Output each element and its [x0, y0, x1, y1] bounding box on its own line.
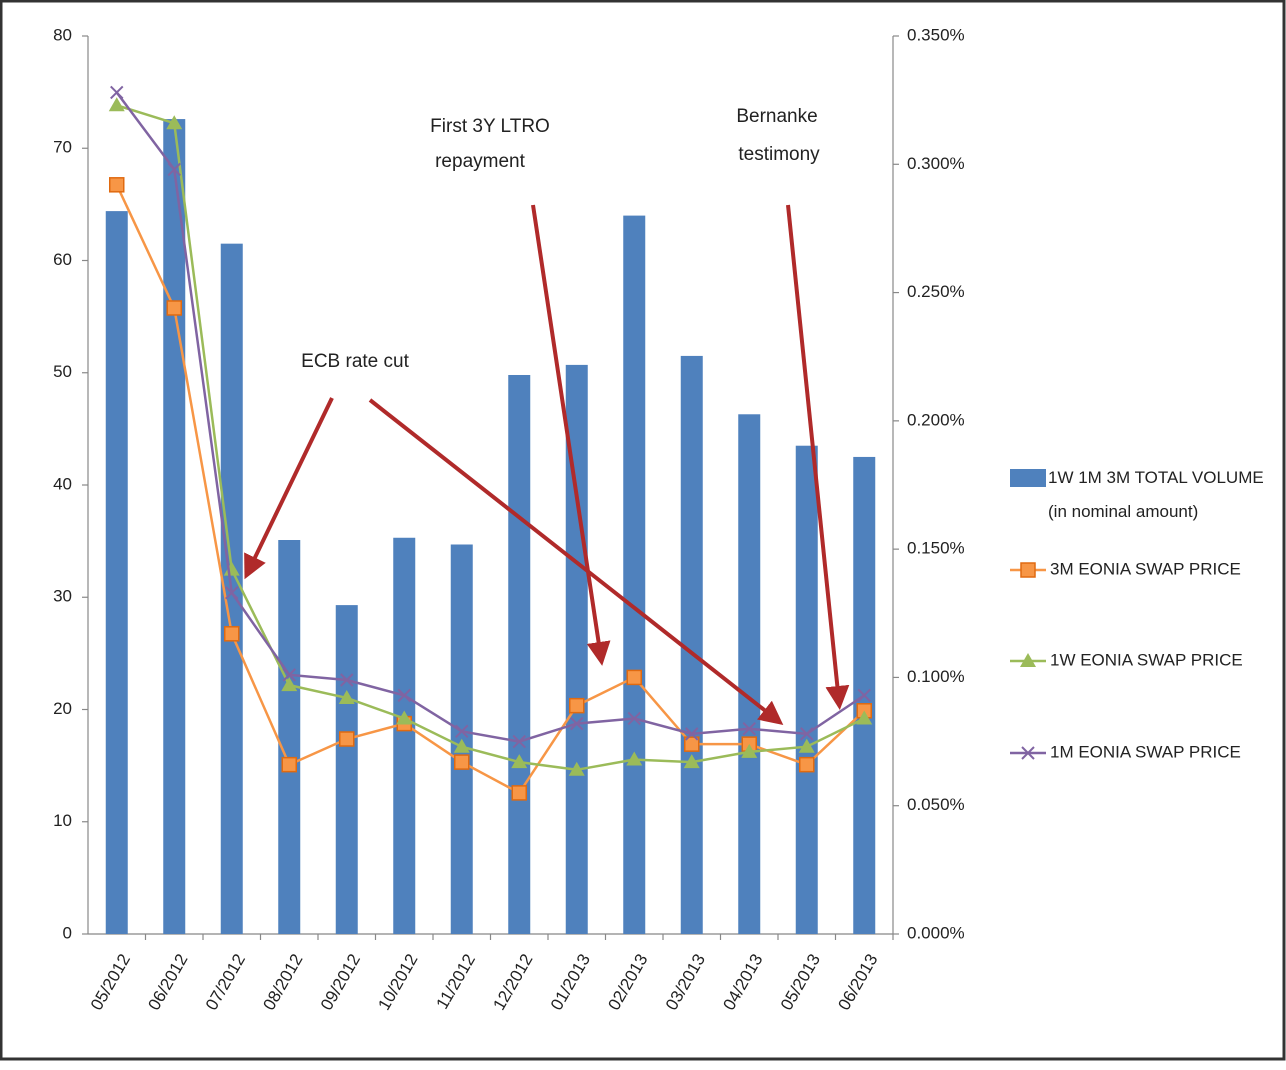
- marker: [225, 627, 239, 641]
- y-tick-label: 60: [53, 250, 72, 269]
- bar: [508, 375, 530, 934]
- y2-tick-label: 0.100%: [907, 667, 965, 686]
- bar: [796, 446, 818, 934]
- y-tick-label: 0: [63, 923, 72, 942]
- y-tick-label: 10: [53, 811, 72, 830]
- marker: [627, 670, 641, 684]
- legend-label: 1W EONIA SWAP PRICE: [1050, 650, 1243, 669]
- y-tick-label: 70: [53, 138, 72, 157]
- marker: [570, 699, 584, 713]
- y2-tick-label: 0.000%: [907, 923, 965, 942]
- bar: [738, 414, 760, 934]
- legend-swatch: [1010, 469, 1046, 487]
- marker: [110, 178, 124, 192]
- y-tick-label: 40: [53, 474, 72, 493]
- page: {"chart_data": {"type": "bar", "categori…: [0, 0, 1286, 1065]
- y2-tick-label: 0.150%: [907, 539, 965, 558]
- legend-label: 3M EONIA SWAP PRICE: [1050, 559, 1241, 578]
- y2-tick-label: 0.350%: [907, 25, 965, 44]
- chart: ECB rate cut First 3Y LTRO repayment Ber…: [0, 0, 1286, 1065]
- y-tick-label: 30: [53, 587, 72, 606]
- bar: [393, 538, 415, 934]
- annotation: ECB rate cut: [301, 351, 409, 372]
- annotation: Bernanke: [736, 106, 817, 127]
- bar: [106, 211, 128, 934]
- marker: [282, 758, 296, 772]
- marker: [167, 301, 181, 315]
- bar: [278, 540, 300, 934]
- bar: [623, 216, 645, 934]
- bar: [163, 119, 185, 934]
- y2-tick-label: 0.300%: [907, 154, 965, 173]
- y-tick-label: 80: [53, 25, 72, 44]
- y2-tick-label: 0.200%: [907, 410, 965, 429]
- marker: [1021, 563, 1035, 577]
- y2-tick-label: 0.250%: [907, 282, 965, 301]
- marker: [340, 732, 354, 746]
- y2-tick-label: 0.050%: [907, 795, 965, 814]
- legend-label: 1W 1M 3M TOTAL VOLUME (in nominal amount…: [1048, 461, 1284, 529]
- y-tick-label: 50: [53, 362, 72, 381]
- annotation: First 3Y LTRO: [430, 116, 550, 137]
- annotation: testimony: [738, 144, 820, 165]
- legend-label-box: 1W 1M 3M TOTAL VOLUME (in nominal amount…: [1048, 461, 1284, 531]
- marker: [800, 758, 814, 772]
- legend-label: 1M EONIA SWAP PRICE: [1050, 742, 1241, 761]
- annotation: repayment: [435, 151, 525, 172]
- marker: [455, 755, 469, 769]
- bar: [336, 605, 358, 934]
- y-tick-label: 20: [53, 699, 72, 718]
- marker: [512, 786, 526, 800]
